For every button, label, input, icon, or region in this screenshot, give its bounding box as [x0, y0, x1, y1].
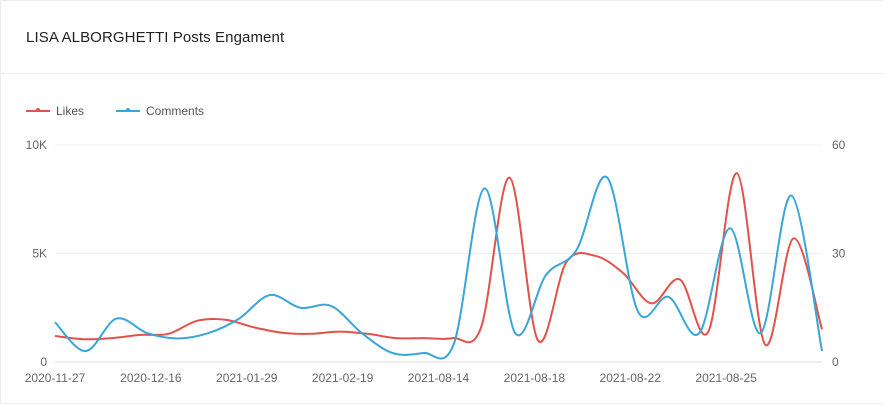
y-left-tick-label: 0	[40, 355, 47, 369]
chart-title: LISA ALBORGHETTI Posts Engament	[26, 29, 285, 46]
x-tick-label: 2021-02-19	[312, 371, 374, 385]
x-tick-label: 2020-12-16	[120, 371, 182, 385]
y-right-tick-label: 30	[832, 247, 846, 261]
header-divider	[1, 73, 884, 74]
legend-label-likes: Likes	[56, 104, 85, 118]
x-tick-label: 2021-08-25	[695, 371, 757, 385]
legend-item-likes[interactable]: Likes	[26, 104, 84, 118]
legend-item-comments[interactable]: Comments	[116, 104, 204, 118]
y-right-tick-label: 0	[832, 355, 839, 369]
legend-swatch-likes	[26, 108, 50, 112]
x-tick-label: 2021-08-14	[408, 371, 470, 385]
x-tick-label: 2021-01-29	[216, 371, 278, 385]
x-tick-label: 2021-08-22	[600, 371, 662, 385]
series-line-likes	[54, 172, 823, 346]
y-left-tick-label: 10K	[26, 138, 47, 152]
legend-label-comments: Comments	[146, 104, 205, 118]
y-left-tick-label: 5K	[32, 247, 47, 261]
y-right-tick-label: 60	[832, 138, 846, 152]
series-line-comments	[54, 175, 823, 360]
x-tick-label: 2020-11-27	[25, 371, 86, 385]
legend-swatch-comments	[116, 108, 141, 112]
chart-legend: Likes Comments	[26, 104, 204, 118]
x-tick-label: 2021-08-18	[504, 371, 566, 385]
